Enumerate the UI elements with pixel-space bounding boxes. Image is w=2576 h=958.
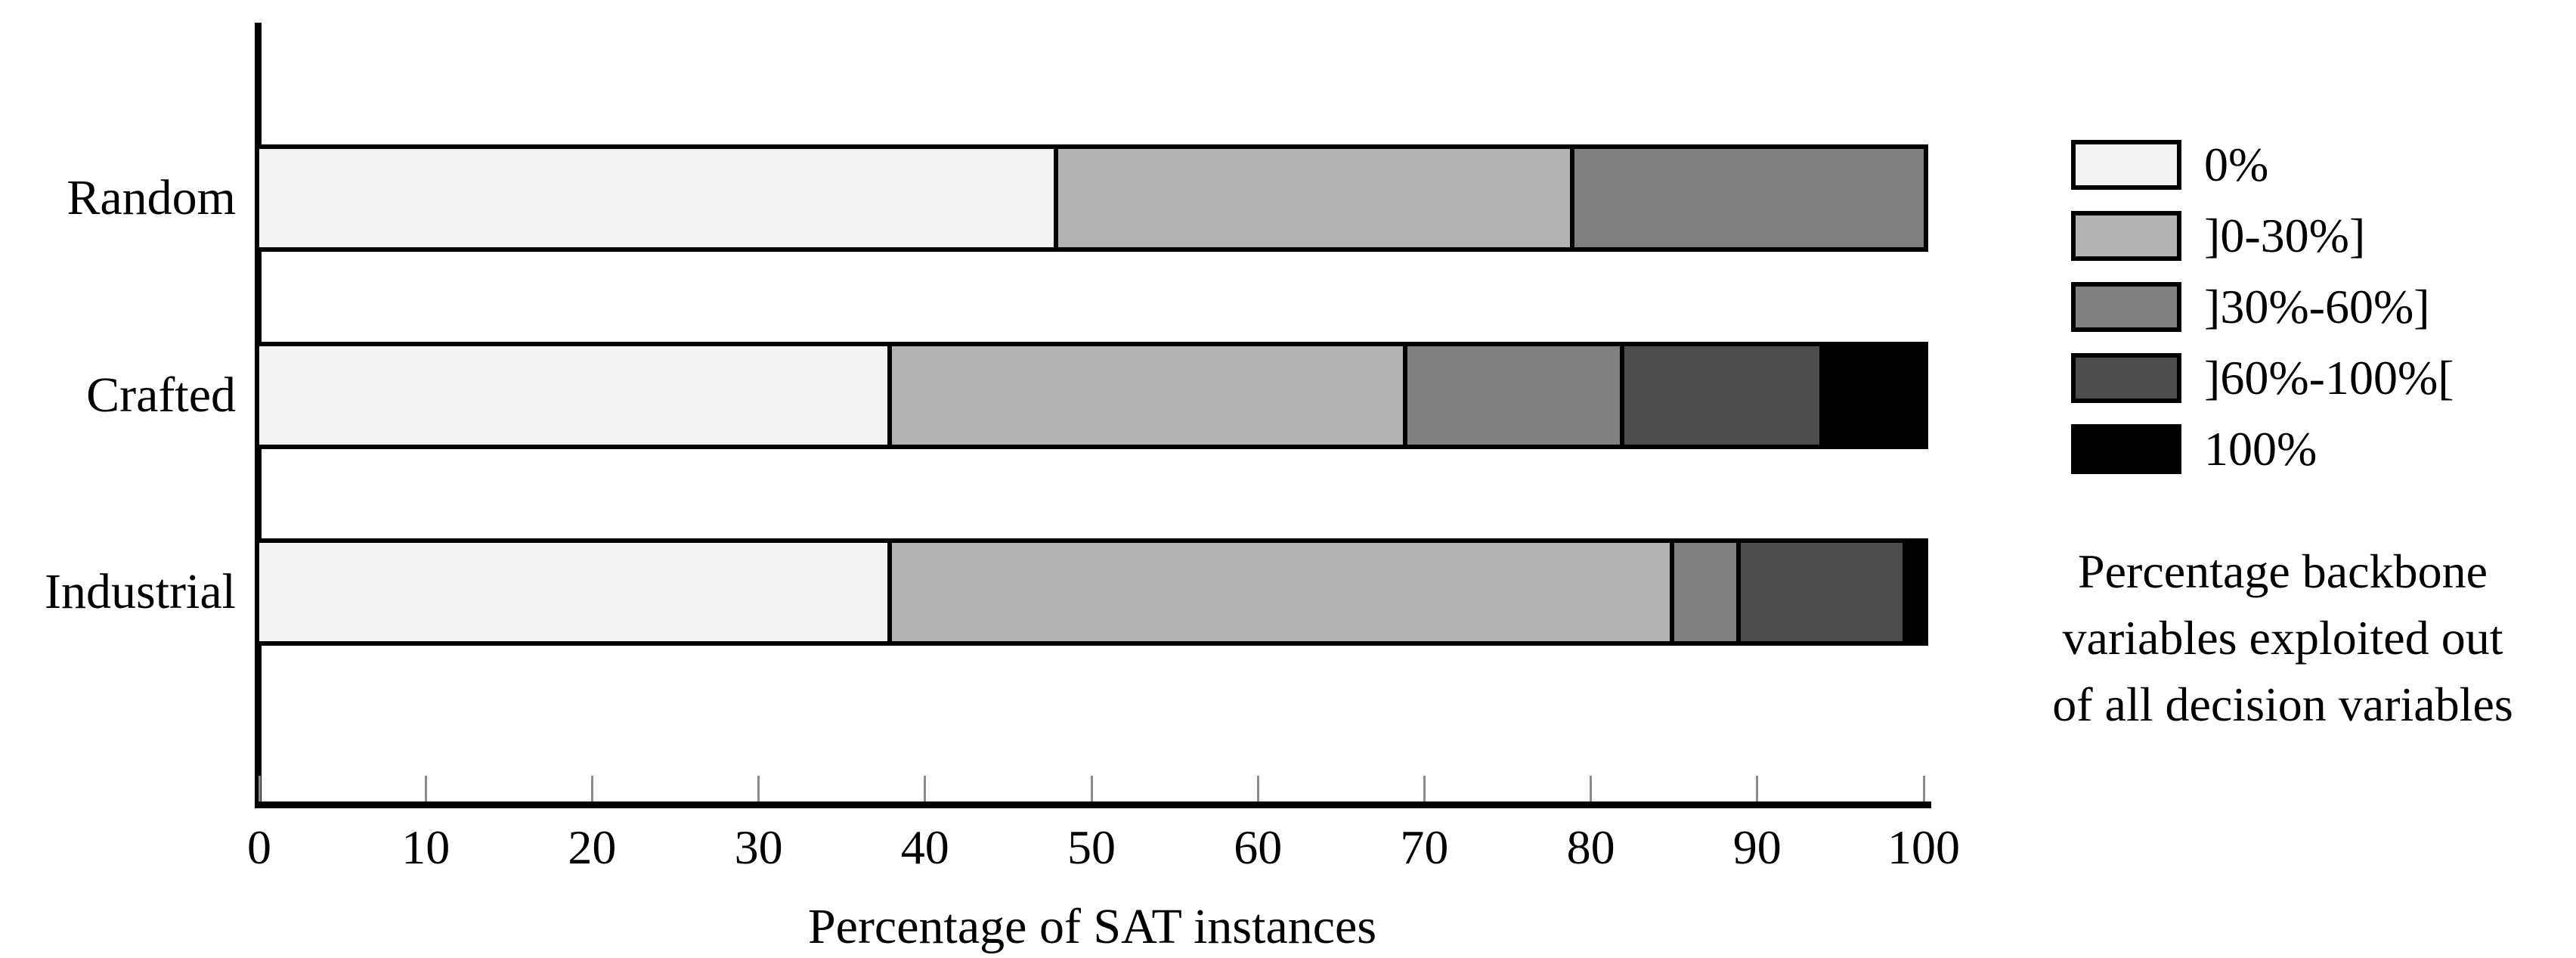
x-axis-tick	[1590, 776, 1593, 801]
bar-segment	[1624, 346, 1824, 445]
legend-note-line: Percentage backbone	[2078, 544, 2488, 598]
x-axis-tick	[258, 776, 261, 801]
bar-segment	[1906, 543, 1924, 641]
x-axis-tick-label: 30	[734, 820, 783, 874]
bar-random	[255, 144, 1928, 252]
bar-segment	[259, 346, 892, 445]
category-label: Industrial	[45, 564, 236, 619]
bar-segment	[1057, 149, 1574, 247]
x-axis-tick	[757, 776, 760, 801]
category-label: Random	[67, 170, 236, 225]
x-axis-tick	[1423, 776, 1426, 801]
bar-segment	[1823, 346, 1924, 445]
legend-swatch	[2071, 353, 2181, 403]
legend-label: ]0-30%]	[2204, 209, 2366, 262]
x-axis-tick-label: 70	[1400, 820, 1449, 874]
category-label: Crafted	[86, 367, 236, 423]
legend-note-line: variables exploited out	[2062, 611, 2503, 665]
x-axis-tick-label: 40	[900, 820, 949, 874]
legend-swatch	[2071, 211, 2181, 261]
legend-swatch	[2071, 424, 2181, 474]
x-axis-tick	[1256, 776, 1259, 801]
legend-label: ]30%-60%]	[2204, 280, 2430, 333]
bar-segment	[1673, 543, 1741, 641]
x-axis-line	[255, 801, 1931, 808]
bar-segment	[891, 543, 1674, 641]
legend-swatch	[2071, 140, 2181, 190]
bar-industrial	[255, 538, 1928, 646]
x-axis-tick-label: 100	[1887, 820, 1960, 874]
x-axis-tick-label: 60	[1234, 820, 1283, 874]
bar-segment	[1407, 346, 1624, 445]
x-axis-tick	[1090, 776, 1093, 801]
x-axis-tick-label: 0	[247, 820, 271, 874]
x-axis-tick	[1756, 776, 1759, 801]
legend-label: 0%	[2204, 138, 2269, 191]
x-axis-tick-label: 50	[1067, 820, 1116, 874]
x-axis-tick	[590, 776, 593, 801]
x-axis-tick-label: 10	[401, 820, 450, 874]
x-axis-tick	[1922, 776, 1925, 801]
x-axis-tick-label: 20	[568, 820, 617, 874]
bar-segment	[1574, 149, 1924, 247]
bar-segment	[1740, 543, 1907, 641]
x-axis-title: Percentage of SAT instances	[807, 899, 1377, 954]
x-axis-tick-label: 90	[1732, 820, 1782, 874]
bar-crafted	[255, 342, 1928, 449]
x-axis-tick	[424, 776, 427, 801]
legend-label: ]60%-100%[	[2204, 351, 2454, 405]
legend-label: 100%	[2204, 422, 2317, 476]
legend-swatch	[2071, 282, 2181, 332]
legend-note: Percentage backbone variables exploited o…	[1980, 538, 2576, 738]
x-axis-tick	[924, 776, 927, 801]
bar-segment	[259, 543, 892, 641]
x-axis-tick-label: 80	[1566, 820, 1615, 874]
legend-note-line: of all decision variables	[2052, 677, 2513, 731]
bar-segment	[259, 149, 1058, 247]
bar-segment	[891, 346, 1408, 445]
